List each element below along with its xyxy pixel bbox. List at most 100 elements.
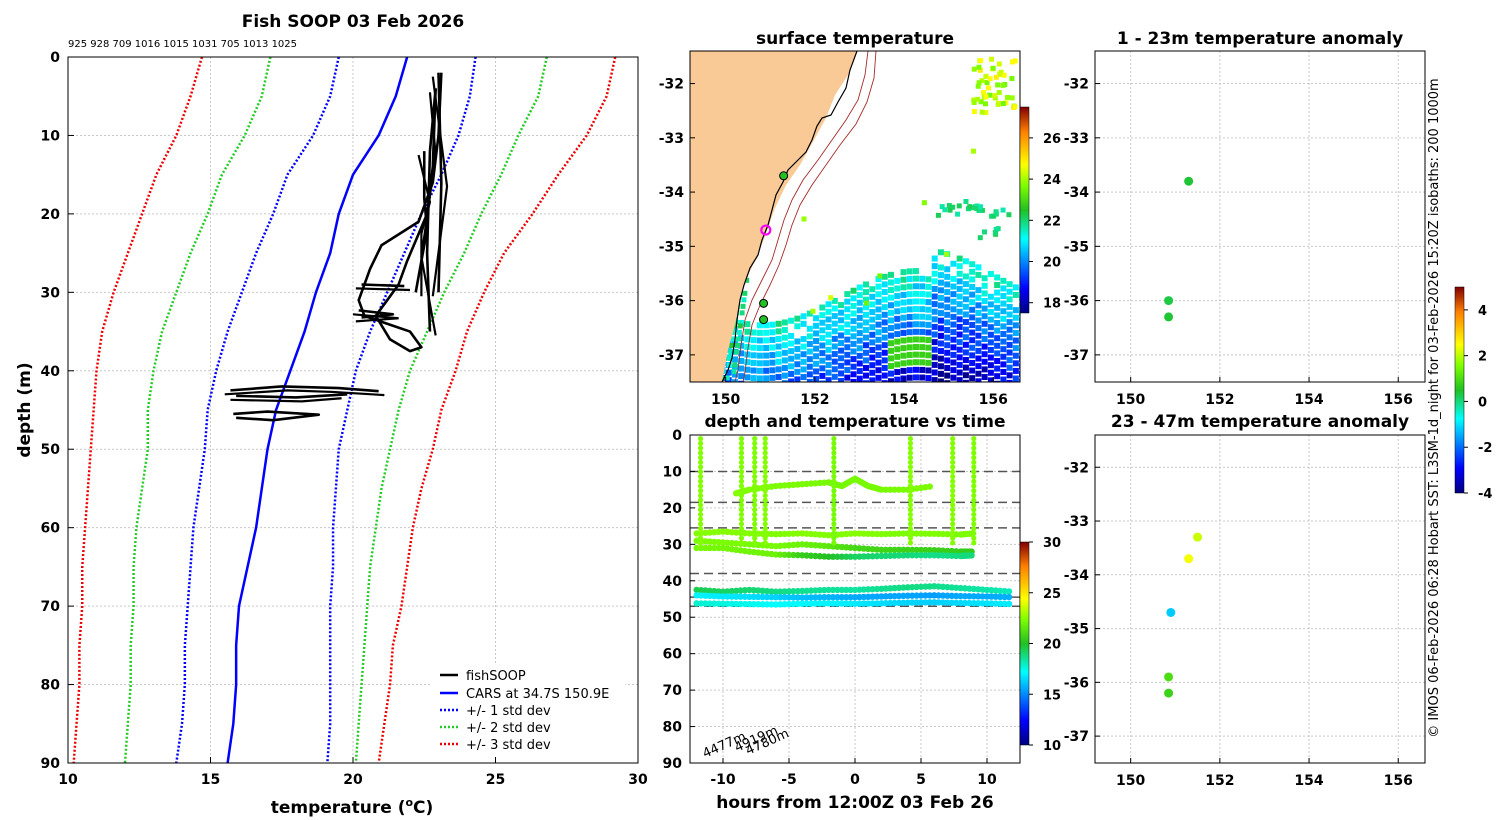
sst-cell	[881, 364, 888, 371]
sst-cell	[900, 337, 907, 344]
fishsoop-line	[437, 72, 443, 293]
cast-point	[697, 450, 704, 456]
sst-cell	[919, 344, 926, 351]
sst-cell	[775, 351, 782, 358]
cast-point	[697, 454, 704, 461]
sst-cell	[881, 288, 888, 295]
sst-cell	[800, 351, 807, 358]
sst-cell	[978, 99, 984, 105]
sst-cell	[826, 385, 832, 391]
sst-cell	[906, 359, 913, 366]
sst-cell	[993, 74, 999, 80]
sst-cell	[881, 311, 888, 318]
sst-cell	[888, 332, 894, 339]
sst-cell	[931, 285, 938, 292]
cast-point	[907, 469, 914, 475]
sst-cell	[838, 340, 845, 347]
sst-cell	[975, 96, 981, 102]
sst-cell	[962, 326, 969, 333]
sst-cell	[794, 346, 801, 353]
sst-cell	[769, 336, 776, 343]
sst-ytick-label: -33	[659, 131, 684, 147]
sst-cell	[819, 319, 826, 326]
sst-cell	[1000, 338, 1007, 345]
sst-cell	[1006, 319, 1013, 326]
fishsoop-line	[431, 76, 449, 297]
sst-cell	[863, 311, 870, 318]
sst-colorbar-tick-label: 18	[1043, 297, 1061, 312]
sst-cell	[888, 355, 894, 362]
sst-cell	[1009, 59, 1015, 65]
sst-cell	[1000, 346, 1007, 353]
cast-point	[950, 488, 956, 494]
sst-cell	[994, 357, 1001, 364]
sst-cell	[875, 306, 882, 313]
sst-cell	[975, 309, 982, 316]
sst-cell	[869, 339, 876, 346]
sst-cell	[724, 375, 730, 381]
sst-cell	[813, 322, 820, 329]
sst-cell	[957, 385, 963, 391]
sst-cell	[969, 314, 976, 321]
sst-cell	[763, 337, 770, 344]
sst-cell	[1000, 330, 1007, 337]
cast-point	[831, 530, 837, 537]
sst-cell	[1012, 345, 1019, 352]
sst-cell	[900, 329, 907, 336]
sst-cell	[869, 301, 876, 308]
sst-cell	[981, 351, 988, 358]
sst-cell	[769, 344, 776, 351]
anomaly-top-point	[1164, 312, 1174, 322]
sst-cell	[794, 323, 801, 330]
sst-cell	[741, 297, 747, 303]
anomaly-top-ytick-label: -36	[1064, 294, 1089, 310]
sst-cell	[906, 367, 913, 374]
anomaly-bottom-ytick-label: -35	[1064, 622, 1089, 638]
sst-cell	[863, 281, 870, 288]
sst-cell	[906, 283, 913, 290]
depth-time-xtick-label: 5	[916, 772, 926, 788]
sst-cell	[1006, 334, 1013, 341]
cast-point	[971, 511, 977, 518]
cast-point	[697, 440, 704, 446]
sst-cell	[851, 386, 857, 392]
sst-cell	[750, 329, 757, 336]
sst-cell	[962, 296, 969, 303]
depth-time-point	[878, 546, 885, 553]
sst-cell	[956, 270, 963, 277]
sst-colorbar-tick-label: 20	[1043, 256, 1061, 271]
fishsoop-line	[352, 313, 399, 323]
sst-cell	[931, 308, 938, 315]
profile-xtick-label: 20	[343, 772, 363, 788]
cast-point	[831, 535, 837, 541]
sst-cell	[806, 371, 813, 378]
cast-point	[762, 488, 768, 494]
sst-cell	[956, 316, 963, 323]
profile-ticks: 10 15 20 25 30 0 10 20 30 40 50 60 70 80 90	[41, 50, 648, 788]
cast-point	[907, 507, 914, 513]
cast-point	[907, 459, 914, 465]
sst-station-marker	[779, 171, 789, 181]
sst-cell	[996, 90, 1002, 96]
sst-xtick-label: 150	[711, 392, 740, 408]
sst-cell	[1012, 58, 1018, 64]
sst-cell	[944, 364, 951, 371]
sst-cell	[894, 384, 900, 390]
sst-cell	[962, 334, 969, 341]
sst-cell	[900, 299, 907, 306]
anomaly-top-ytick-label: -32	[1064, 77, 1089, 93]
sst-cell	[801, 216, 807, 222]
sst-cell	[806, 356, 813, 363]
sst-cell	[1000, 353, 1007, 360]
cast-point	[697, 469, 704, 475]
sst-cell	[944, 357, 951, 364]
profile-series	[72, 56, 617, 764]
cast-point	[831, 526, 837, 532]
sst-cell	[1000, 207, 1006, 213]
sst-cell	[1006, 326, 1013, 333]
profile-subtitle: 925 928 709 1016 1015 1031 705 1013 1025	[68, 39, 297, 50]
sst-cell	[937, 287, 944, 294]
sst-cell	[919, 374, 926, 381]
profile-xtick-label: 30	[628, 772, 648, 788]
depth-time-colorbar-tick-label: 25	[1043, 587, 1061, 602]
